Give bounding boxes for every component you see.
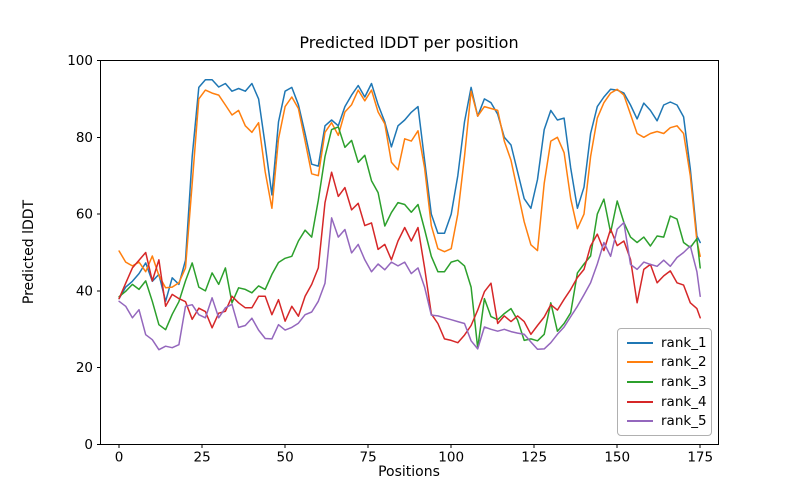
legend-line-swatch: [627, 420, 653, 423]
legend-entry: rank_3: [627, 373, 707, 390]
legend-label: rank_2: [661, 354, 707, 371]
series-line-rank_4: [118, 171, 701, 344]
legend-entry: rank_4: [627, 393, 707, 410]
series-line-rank_1: [118, 78, 701, 303]
y-tick-label: 100: [67, 53, 93, 69]
legend-line-swatch: [627, 361, 653, 364]
axes-spines: [100, 60, 719, 445]
series-line-rank_2: [118, 88, 701, 289]
legend-label: rank_1: [661, 334, 707, 351]
y-tick-label: 80: [76, 130, 93, 146]
legend-line-swatch: [627, 341, 653, 344]
x-tick-label: 0: [115, 450, 124, 466]
x-tick-label: 100: [438, 450, 464, 466]
x-tick-label: 175: [687, 450, 713, 466]
legend-label: rank_4: [661, 393, 707, 410]
x-tick-label: 125: [521, 450, 547, 466]
series-line-rank_5: [118, 217, 701, 351]
legend-line-swatch: [627, 400, 653, 403]
legend-entry: rank_1: [627, 334, 707, 351]
chart-title: Predicted lDDT per position: [299, 33, 519, 52]
x-axis-label: Positions: [378, 464, 440, 480]
legend-entry: rank_2: [627, 354, 707, 371]
legend-entry: rank_5: [627, 413, 707, 430]
x-tick-label: 75: [360, 450, 377, 466]
legend-line-swatch: [627, 380, 653, 383]
y-tick-label: 60: [76, 207, 93, 223]
y-tick-label: 0: [84, 437, 93, 453]
x-tick-label: 25: [194, 450, 211, 466]
legend-label: rank_3: [661, 373, 707, 390]
x-tick-label: 150: [604, 450, 630, 466]
series-line-rank_3: [118, 126, 701, 349]
y-tick-label: 40: [76, 283, 93, 299]
x-tick-label: 50: [277, 450, 294, 466]
legend-label: rank_5: [661, 413, 707, 430]
legend: rank_1 rank_2 rank_3 rank_4 rank_5: [617, 328, 712, 436]
y-tick-label: 20: [76, 360, 93, 376]
